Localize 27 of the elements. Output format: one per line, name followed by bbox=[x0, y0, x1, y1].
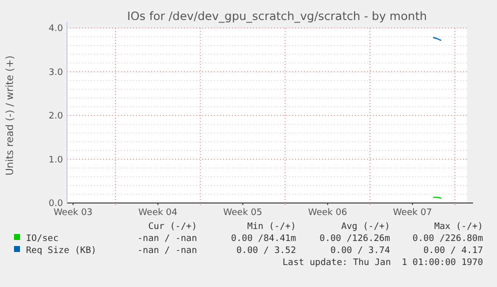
x-tick-label: Week 03 bbox=[54, 208, 93, 218]
legend-label: Req Size (KB) bbox=[26, 246, 96, 256]
text: Avg (-/+) bbox=[341, 222, 390, 232]
text: 0.00 / 3.74 bbox=[330, 246, 390, 256]
text: Cur (-/+) bbox=[148, 222, 197, 232]
text: 0.00 /126.26m bbox=[320, 234, 390, 244]
y-tick-label: 4.0 bbox=[48, 24, 64, 34]
text: 0.00 / 3.52 bbox=[236, 246, 296, 256]
text: -nan / -nan bbox=[137, 246, 197, 256]
x-tick-label: Week 04 bbox=[138, 208, 178, 218]
text: 0.00 / 4.17 bbox=[423, 246, 483, 256]
y-axis-title: Units read (-) / write (+) bbox=[5, 55, 16, 176]
text: -nan / -nan bbox=[137, 234, 197, 244]
text: Max (-/+) bbox=[434, 222, 483, 232]
y-tick-label: 2.0 bbox=[48, 112, 64, 122]
text: 0.00 /226.80m bbox=[412, 234, 483, 244]
text: Min (-/+) bbox=[247, 222, 296, 232]
x-tick-label: Week 05 bbox=[223, 208, 262, 218]
chart-title: IOs for /dev/dev_gpu_scratch_vg/scratch - by month bbox=[127, 9, 427, 23]
x-tick-label: Week 07 bbox=[392, 208, 432, 218]
text: 0.00 /84.41m bbox=[230, 234, 296, 244]
x-tick-label: Week 06 bbox=[308, 208, 348, 218]
y-tick-label: 0.0 bbox=[48, 199, 64, 210]
y-tick-label: 3.0 bbox=[48, 68, 64, 78]
text: Last update: Thu Jan 1 01:00:00 1970 bbox=[282, 258, 483, 268]
legend-label: IO/sec bbox=[26, 234, 59, 244]
y-tick-label: 1.0 bbox=[48, 155, 64, 166]
